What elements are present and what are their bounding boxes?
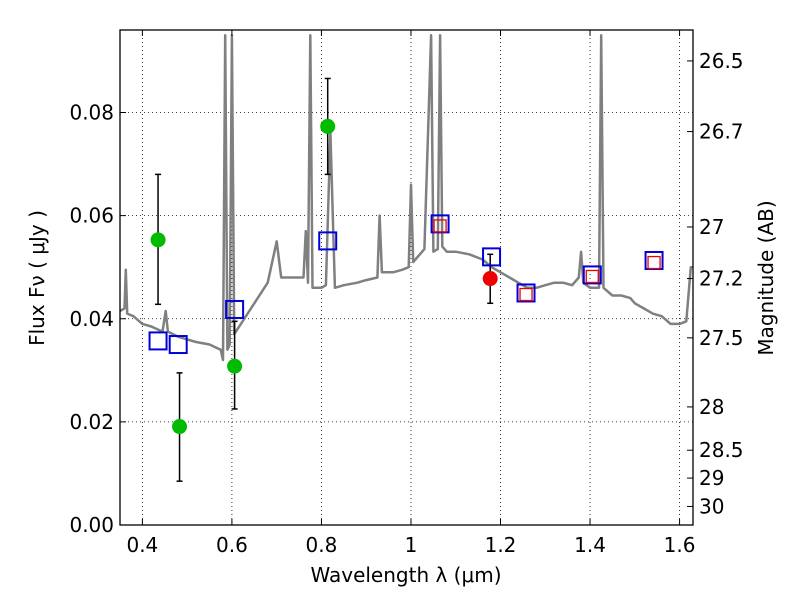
right-tick-label: 30 — [699, 494, 724, 518]
right-tick-label: 28.5 — [699, 438, 744, 462]
y-axis-label: Flux Fν ( μJy ) — [25, 210, 49, 346]
y-tick-label: 0.04 — [69, 307, 114, 331]
y-tick-label: 0.00 — [69, 513, 114, 537]
green-point — [172, 419, 188, 435]
blue-squares-marker — [168, 335, 188, 355]
green-point — [150, 232, 166, 248]
x-tick-label: 0.6 — [216, 533, 248, 557]
right-tick-label: 29 — [699, 466, 724, 490]
red-squares-marker — [519, 287, 533, 302]
right-tick-label: 26.5 — [699, 49, 744, 73]
right-tick-label: 28 — [699, 395, 724, 419]
x-tick-label: 0.4 — [126, 533, 158, 557]
plot-frame — [119, 29, 694, 526]
y-tick-label: 0.02 — [69, 410, 114, 434]
y-tick-label: 0.06 — [69, 204, 114, 228]
plot-area — [120, 33, 693, 482]
red-point — [482, 271, 498, 287]
y-tick-label: 0.08 — [69, 101, 114, 125]
right-tick-label: 27.2 — [699, 267, 744, 291]
blue-squares-marker — [148, 331, 168, 351]
red-squares-marker — [433, 219, 447, 233]
x-tick-label: 1 — [405, 533, 418, 557]
right-axis-label: Magnitude (AB) — [754, 200, 778, 355]
grid-lines — [120, 30, 693, 525]
series-group — [120, 33, 693, 482]
x-tick-label: 1.6 — [664, 533, 696, 557]
x-tick-label: 0.8 — [306, 533, 338, 557]
x-tick-label: 1.4 — [574, 533, 606, 557]
x-tick-label: 1.2 — [485, 533, 517, 557]
red-squares-marker — [647, 255, 661, 270]
right-tick-label: 26.7 — [699, 120, 744, 144]
blue-squares-marker — [516, 283, 536, 303]
blue-squares-marker — [225, 299, 245, 319]
x-axis-label: Wavelength λ (μm) — [310, 563, 501, 587]
blue-squares-marker — [318, 231, 338, 251]
spectrum-line — [120, 33, 693, 362]
blue-squares-marker — [482, 247, 502, 267]
right-tick-label: 27 — [699, 215, 724, 239]
green-point — [320, 118, 336, 134]
blue-squares-marker — [582, 265, 602, 285]
axis-ticks: 0.4 0.6 0.8 1 1.2 1.4 1.6 0.00 0.02 0.04 0.06 0.08 2… — [69, 30, 744, 557]
red-squares-marker — [585, 269, 599, 284]
right-tick-label: 27.5 — [699, 326, 744, 350]
green-point — [227, 358, 243, 374]
